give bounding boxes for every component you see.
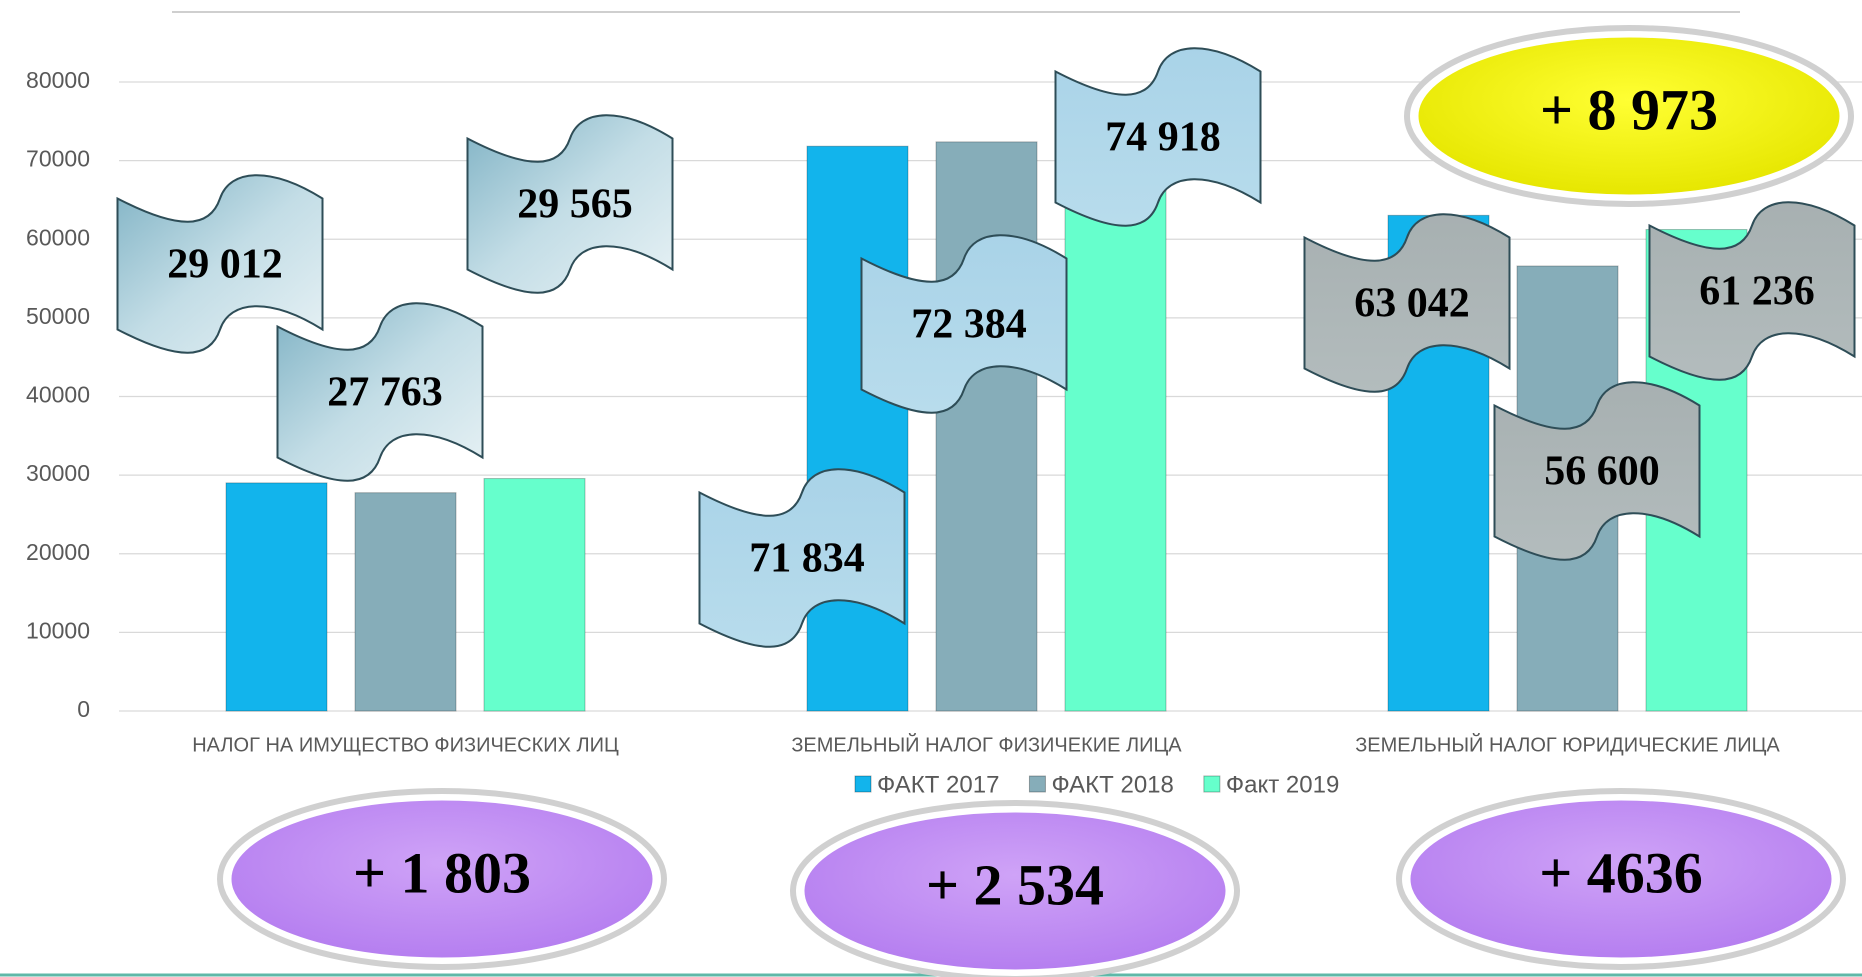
bar: [354, 492, 457, 712]
data-label: 56 600: [1544, 449, 1660, 495]
legend-swatch: [1203, 775, 1221, 793]
annotation-oval: [228, 797, 656, 961]
label-scroll: [698, 468, 906, 648]
bar: [806, 145, 909, 712]
label-scroll: [466, 114, 674, 294]
annotation: + 8 973: [1540, 77, 1718, 142]
y-tick-label: 30000: [26, 460, 90, 486]
y-tick-label: 60000: [26, 224, 90, 250]
bar: [483, 478, 586, 712]
legend-swatch: [1028, 775, 1046, 793]
label-scroll: [1493, 381, 1701, 561]
legend-label: ФАКТ 2017: [877, 771, 999, 798]
data-label: 63 042: [1354, 281, 1470, 327]
y-tick-label: 20000: [26, 539, 90, 565]
y-tick-label: 10000: [26, 617, 90, 643]
annotation: + 2 534: [926, 852, 1104, 917]
annotation: + 1 803: [353, 840, 531, 905]
data-label: 29 012: [167, 242, 283, 288]
legend-label: Факт 2019: [1226, 771, 1339, 798]
label-scroll: [1648, 201, 1856, 381]
legend-swatch: [854, 775, 872, 793]
label-scroll: [1303, 213, 1511, 393]
label-scroll: [276, 302, 484, 482]
data-label: 71 834: [749, 536, 865, 582]
y-tick-label: 70000: [26, 146, 90, 172]
x-tick-label: ЗЕМЕЛЬНЫЙ НАЛОГ ЮРИДИЧЕСКИЕ ЛИЦА: [1355, 732, 1780, 756]
annotation-oval: [801, 809, 1229, 973]
legend-label: ФАКТ 2018: [1051, 771, 1173, 798]
x-tick-label: НАЛОГ НА ИМУЩЕСТВО ФИЗИЧЕСКИХ ЛИЦ: [192, 734, 619, 756]
bar: [225, 482, 328, 712]
label-scroll: [1054, 47, 1262, 227]
data-label: 61 236: [1699, 269, 1815, 315]
annotation-oval: [1415, 34, 1843, 198]
annotation-oval: [1407, 797, 1835, 961]
y-tick-label: 0: [77, 696, 90, 722]
data-label: 29 565: [517, 182, 633, 228]
label-scroll: [860, 234, 1068, 414]
data-label: 74 918: [1105, 115, 1221, 161]
data-label: 72 384: [911, 302, 1027, 348]
label-scroll: [116, 174, 324, 354]
bar: [935, 141, 1038, 712]
x-tick-label: ЗЕМЕЛЬНЫЙ НАЛОГ ФИЗИЧЕКИЕ ЛИЦА: [791, 732, 1182, 756]
annotation: + 4636: [1539, 840, 1703, 905]
y-tick-label: 80000: [26, 67, 90, 93]
y-tick-label: 40000: [26, 382, 90, 408]
data-label: 27 763: [327, 370, 443, 416]
y-tick-label: 50000: [26, 303, 90, 329]
